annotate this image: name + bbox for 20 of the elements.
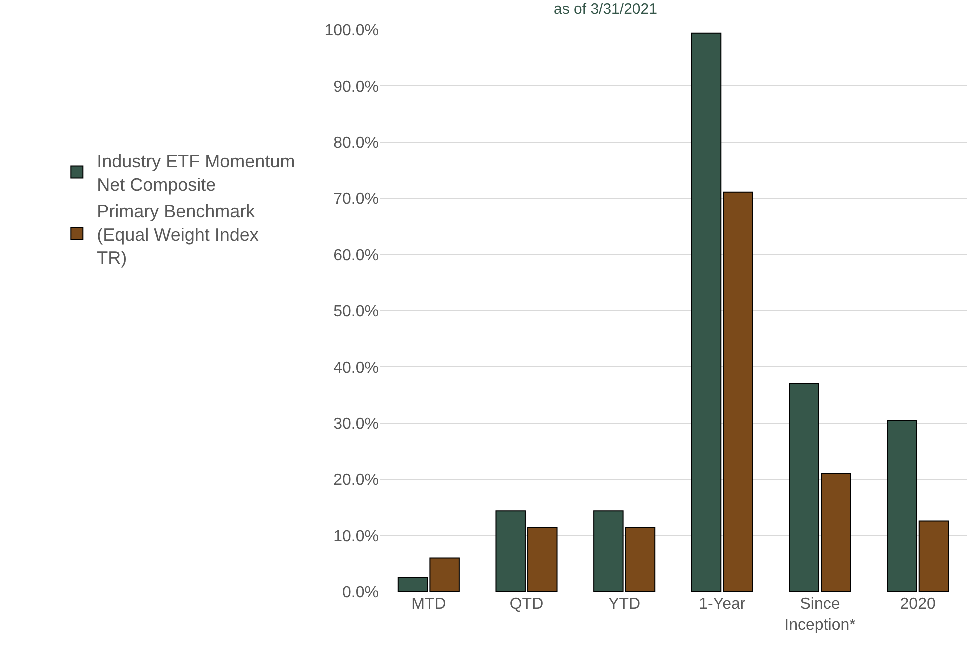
y-tick-label: 50.0%: [334, 304, 379, 321]
x-tick-label: QTD: [510, 596, 544, 613]
y-tick-label: 30.0%: [334, 416, 379, 433]
legend-label: Industry ETF Momentum Net Composite: [97, 152, 296, 196]
chart-title: as of 3/31/2021: [554, 0, 658, 18]
y-tick-label: 90.0%: [334, 78, 379, 96]
y-tick-label: 60.0%: [334, 247, 379, 264]
y-tick-label: 100.0%: [324, 22, 379, 40]
x-tick-label: MTD: [412, 596, 446, 613]
y-tick-label: 70.0%: [334, 191, 379, 208]
legend-label: Primary Benchmark (Equal Weight Index TR): [97, 201, 259, 268]
x-tick-label: YTD: [608, 596, 641, 613]
x-tick-label: Since Inception*: [784, 596, 856, 634]
y-tick-label: 0.0%: [342, 584, 379, 602]
x-tick-label: 2020: [900, 596, 936, 613]
y-tick-label: 80.0%: [334, 135, 379, 152]
x-tick-label: 1-Year: [699, 596, 746, 613]
y-tick-label: 20.0%: [334, 472, 379, 490]
y-tick-label: 10.0%: [334, 528, 379, 546]
y-tick-label: 40.0%: [334, 360, 379, 377]
